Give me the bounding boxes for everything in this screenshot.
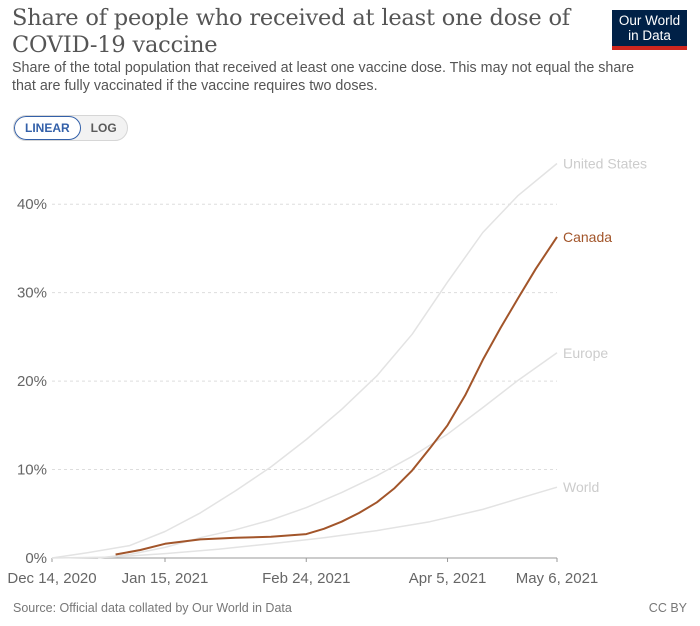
series-line-canada	[115, 236, 558, 556]
x-tick-label: Apr 5, 2021	[409, 570, 487, 587]
series-line-world	[51, 486, 558, 559]
source-note[interactable]: Source: Official data collated by Our Wo…	[13, 601, 292, 615]
scale-toggle: LINEAR LOG	[13, 115, 128, 141]
series-label-canada: Canada	[563, 229, 612, 245]
license-note[interactable]: CC BY	[648, 601, 687, 615]
series-line-united-states	[51, 162, 558, 559]
owid-logo[interactable]: Our World in Data	[612, 10, 687, 50]
logo-line-2: in Data	[628, 28, 671, 43]
logo-line-1: Our World	[618, 13, 681, 28]
x-tick-label: May 6, 2021	[516, 570, 599, 587]
x-tick-label: Dec 14, 2020	[7, 570, 96, 587]
log-scale-button[interactable]: LOG	[90, 121, 117, 135]
x-tick-label: Feb 24, 2021	[262, 570, 350, 587]
series-label-europe: Europe	[563, 345, 608, 361]
x-tick-label: Jan 15, 2021	[122, 570, 209, 587]
series-label-united-states: United States	[563, 156, 647, 172]
y-tick-label: 20%	[17, 373, 47, 390]
series-line-europe	[97, 352, 558, 559]
y-tick-label: 30%	[17, 285, 47, 302]
y-tick-label: 10%	[17, 462, 47, 479]
y-tick-label: 40%	[17, 196, 47, 213]
y-tick-label: 0%	[25, 550, 47, 567]
chart-title: Share of people who received at least on…	[12, 5, 570, 58]
series-label-world: World	[563, 479, 599, 495]
line-chart: 0% 10% 20% 30% 40% Dec 14, 2020 Jan 15, 2021 Fe…	[7, 156, 647, 587]
chart-subtitle: Share of the total population that recei…	[12, 60, 635, 94]
linear-scale-button[interactable]: LINEAR	[14, 116, 81, 140]
